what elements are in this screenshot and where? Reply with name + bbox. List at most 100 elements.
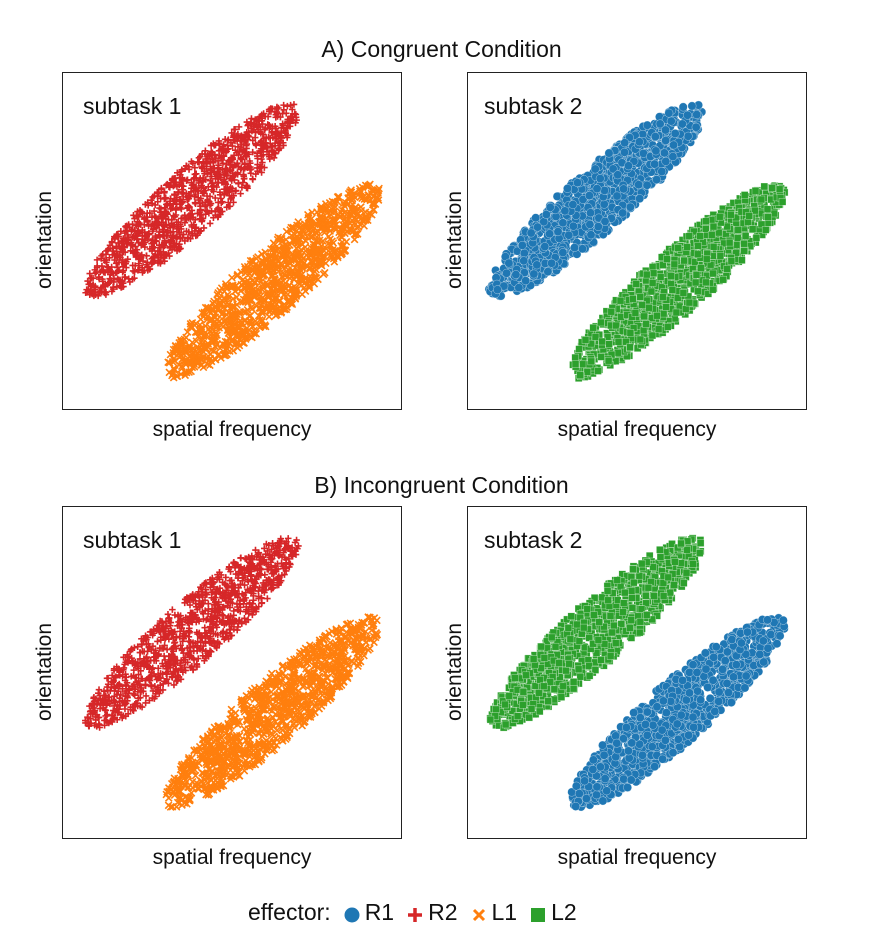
scatter-point — [289, 266, 297, 275]
scatter-point — [200, 224, 208, 232]
scatter-point — [138, 229, 146, 236]
scatter-point — [181, 237, 189, 245]
scatter-point — [157, 205, 165, 213]
scatter-point — [170, 357, 179, 365]
scatter-point — [288, 106, 296, 113]
scatter-point — [603, 333, 612, 341]
scatter-point — [234, 171, 241, 178]
scatter-point — [164, 358, 172, 367]
scatter-point — [207, 346, 216, 355]
scatter-point — [670, 260, 679, 269]
scatter-point — [317, 242, 326, 251]
scatter-point — [576, 371, 584, 379]
scatter-point — [670, 129, 680, 138]
scatter-point — [217, 354, 225, 362]
scatter-point — [213, 183, 220, 191]
scatter-point — [254, 167, 261, 175]
scatter-point — [177, 223, 185, 230]
scatter-point — [292, 250, 300, 259]
scatter-point — [313, 221, 322, 229]
scatter-point — [121, 229, 129, 237]
scatter-point — [143, 252, 150, 260]
scatter-point — [605, 340, 613, 348]
scatter-point — [282, 305, 291, 314]
scatter-point — [740, 191, 749, 199]
scatter-point — [200, 308, 209, 317]
scatter-point — [667, 272, 675, 280]
scatter-point — [111, 256, 118, 264]
scatter-point — [306, 272, 315, 281]
scatter-point — [693, 250, 702, 259]
scatter-point — [316, 214, 325, 223]
scatter-point — [143, 233, 150, 240]
scatter-plot-area — [82, 101, 383, 382]
scatter-point — [117, 254, 124, 261]
scatter-point — [741, 232, 750, 240]
scatter-point — [653, 311, 661, 320]
scatter-point — [223, 189, 231, 197]
scatter-point — [642, 120, 652, 130]
scatter-point — [133, 212, 140, 220]
scatter-point — [342, 237, 351, 246]
scatter-point — [197, 350, 206, 359]
scatter-point — [620, 138, 630, 148]
scatter-point — [172, 244, 180, 251]
scatter-point — [280, 106, 288, 114]
scatter-point — [231, 316, 239, 324]
scatter-point — [165, 368, 174, 377]
scatter-point — [202, 176, 210, 183]
scatter-point — [696, 232, 704, 240]
scatter-panel-a-subtask-2: subtask 2 — [467, 72, 807, 410]
scatter-point — [251, 317, 260, 325]
scatter-point — [366, 180, 374, 189]
scatter-point — [738, 256, 746, 264]
scatter-point — [591, 333, 600, 341]
scatter-point — [295, 224, 304, 233]
scatter-point — [146, 245, 154, 253]
scatter-point — [138, 236, 146, 243]
scatter-point — [262, 134, 270, 141]
scatter-point — [265, 312, 273, 321]
scatter-point — [240, 338, 248, 347]
scatter-point — [137, 242, 145, 249]
scatter-point — [224, 145, 231, 153]
scatter-point — [204, 151, 211, 159]
scatter-point — [258, 169, 265, 176]
scatter-point — [320, 228, 329, 237]
scatter-point — [613, 170, 623, 180]
scatter-point — [198, 218, 206, 225]
scatter-point — [139, 269, 146, 276]
scatter-point — [252, 129, 259, 136]
scatter-point — [159, 226, 166, 233]
scatter-point — [211, 194, 219, 202]
scatter-point — [679, 289, 688, 297]
scatter-point — [125, 237, 132, 244]
scatter-point — [187, 235, 194, 242]
scatter-point — [261, 303, 269, 312]
scatter-point — [230, 126, 238, 133]
scatter-point — [642, 180, 652, 190]
scatter-point — [213, 340, 222, 348]
scatter-point — [229, 311, 238, 319]
scatter-point — [249, 176, 257, 183]
scatter-point — [278, 124, 285, 131]
scatter-point — [568, 200, 578, 210]
scatter-point — [243, 140, 251, 148]
scatter-point — [226, 339, 234, 347]
scatter-point — [140, 221, 148, 228]
scatter-point — [281, 129, 289, 137]
scatter-point — [252, 140, 259, 148]
scatter-point — [211, 322, 220, 331]
scatter-point — [570, 243, 579, 253]
scatter-point — [757, 195, 766, 204]
scatter-point — [680, 256, 688, 265]
scatter-point — [202, 210, 209, 218]
scatter-point — [581, 336, 590, 344]
scatter-point — [663, 323, 672, 331]
scatter-point — [192, 337, 201, 345]
scatter-point — [130, 232, 138, 240]
scatter-point — [732, 248, 740, 257]
scatter-point — [347, 204, 356, 213]
scatter-point — [188, 318, 197, 327]
scatter-point — [132, 243, 139, 250]
